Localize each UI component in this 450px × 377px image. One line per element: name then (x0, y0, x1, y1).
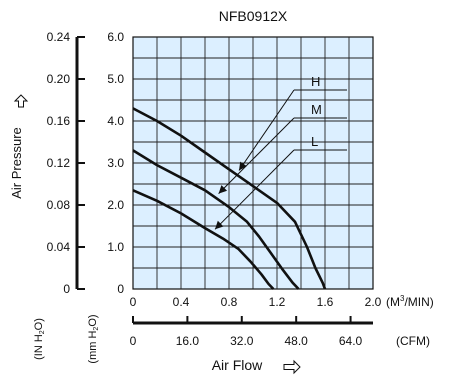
x-tick-m3min: 0.4 (173, 295, 190, 309)
series-label-l: L (311, 134, 318, 149)
x-tick-cfm: 16.0 (176, 334, 200, 348)
x-tick-cfm: 32.0 (230, 334, 254, 348)
x-unit-cfm: (CFM) (396, 334, 430, 348)
y-axis-title-group: Air Pressure (9, 127, 24, 199)
series-label-h: H (311, 74, 320, 89)
x-tick-m3min: 1.6 (317, 295, 334, 309)
y-tick-mmh2o: 1.0 (107, 240, 124, 254)
right-arrow-icon (283, 359, 301, 375)
x-axis-cfm: 0 16.0 32.0 48.0 64.0 (130, 316, 363, 348)
callout-leader-h (238, 89, 295, 171)
y-tick-mmh2o: 3.0 (107, 156, 124, 170)
y-unit-inh2o-group: (IN H2O) (33, 318, 46, 360)
x-tick-m3min: 0.8 (221, 295, 238, 309)
y-tick-mmh2o: 4.0 (107, 114, 124, 128)
curve-group (132, 107, 327, 290)
x-axis-m3min: 0 0.4 0.8 1.2 1.6 2.0 (130, 295, 382, 309)
y-axis-mmh2o: 0 1.0 2.0 3.0 4.0 5.0 6.0 (107, 30, 124, 296)
x-unit-m3min: (M3/MIN) (386, 294, 434, 309)
series-curve-h (132, 107, 327, 290)
chart-title: NFB0912X (219, 8, 288, 24)
callout-arrowhead-l (215, 220, 224, 230)
callout-arrowhead-m (218, 185, 228, 194)
y-tick-inh2o: 0.20 (47, 72, 71, 86)
series-curve-m (132, 149, 300, 290)
x-tick-cfm: 64.0 (339, 334, 363, 348)
up-arrow-icon (13, 94, 29, 108)
y-tick-inh2o: 0 (63, 282, 70, 296)
y-tick-inh2o: 0.24 (47, 30, 71, 44)
y-tick-mmh2o: 0 (117, 282, 124, 296)
x-tick-m3min: 0 (130, 295, 137, 309)
y-tick-inh2o: 0.16 (47, 114, 71, 128)
y-axis-title: Air Pressure (9, 127, 24, 199)
series-label-m: M (311, 102, 322, 117)
y-axis-inh2o: 0 0.04 0.08 0.12 0.16 0.20 0.24 (47, 30, 85, 296)
y-tick-mmh2o: 2.0 (107, 198, 124, 212)
y-unit-mmh2o: (mm H2O) (87, 314, 100, 363)
x-tick-m3min: 2.0 (365, 295, 382, 309)
x-axis-title: Air Flow (212, 357, 263, 373)
callout-arrowhead-h (239, 161, 247, 171)
y-unit-inh2o: (IN H2O) (33, 318, 46, 360)
callout-group: HM L (214, 74, 347, 230)
series-curve-l (132, 189, 275, 290)
y-tick-mmh2o: 5.0 (107, 72, 124, 86)
y-tick-inh2o: 0.08 (47, 198, 71, 212)
y-tick-inh2o: 0.12 (47, 156, 71, 170)
grid-lines (133, 37, 373, 289)
y-unit-mmh2o-group: (mm H2O) (87, 314, 100, 363)
x-tick-cfm: 0 (130, 334, 137, 348)
x-tick-cfm: 48.0 (284, 334, 308, 348)
x-tick-m3min: 1.2 (269, 295, 286, 309)
callout-leader-m (218, 117, 295, 194)
y-tick-inh2o: 0.04 (47, 240, 71, 254)
callout-leader-l (214, 149, 295, 230)
y-tick-mmh2o: 6.0 (107, 30, 124, 44)
